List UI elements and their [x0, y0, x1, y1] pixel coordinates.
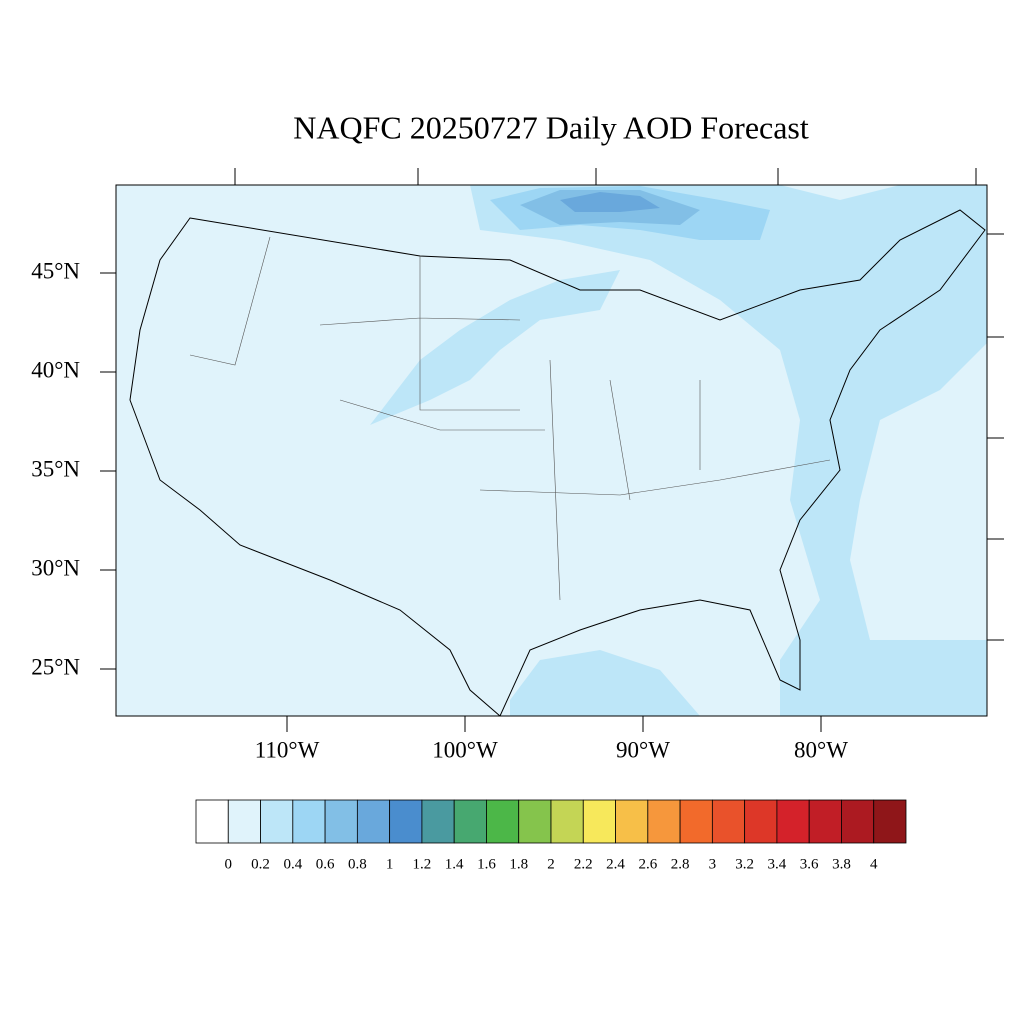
colorbar-box	[711, 799, 746, 844]
colorbar-box	[324, 799, 358, 844]
lon-label: 100°W	[432, 737, 498, 762]
frame-ticks	[234, 168, 1004, 641]
colorbar-label: 3.6	[800, 856, 819, 872]
colorbar-box	[582, 799, 616, 844]
aod-contour	[560, 192, 660, 212]
colorbar-box	[227, 799, 261, 844]
state-borders	[189, 236, 831, 601]
colorbar-box	[776, 799, 810, 844]
colorbar-label: 2.6	[638, 856, 657, 872]
colorbar-label: 3.8	[832, 856, 851, 872]
colorbar-box	[453, 799, 487, 844]
colorbar-label: 1.8	[509, 856, 528, 872]
colorbar-box	[195, 799, 229, 844]
colorbar-label: 1.2	[413, 856, 432, 872]
colorbar-box	[873, 799, 907, 844]
colorbar-box	[421, 799, 455, 844]
lon-label: 110°W	[255, 737, 320, 762]
colorbar-label: 1	[386, 856, 394, 872]
colorbar-label: 1.4	[445, 856, 464, 872]
colorbar-label: 1.6	[477, 856, 496, 872]
colorbar-label: 3	[709, 856, 717, 872]
colorbar-box	[292, 799, 326, 844]
colorbar-box	[808, 799, 842, 844]
aod-contour	[470, 185, 987, 716]
colorbar-box	[744, 799, 778, 844]
lat-label: 40°N	[31, 357, 80, 382]
colorbar-box	[389, 799, 423, 844]
colorbar-label: 0.8	[348, 856, 367, 872]
colorbar-label: 0.6	[316, 856, 335, 872]
colorbar-box	[356, 799, 391, 844]
colorbar-box	[647, 799, 681, 844]
coastline	[129, 209, 986, 716]
lon-label: 90°W	[616, 737, 670, 762]
colorbar-box	[260, 799, 294, 844]
colorbar-label: 2.4	[606, 856, 625, 872]
aod-contour	[510, 650, 700, 716]
lon-label: 80°W	[794, 737, 848, 762]
colorbar-label: 3.4	[768, 856, 787, 872]
lat-label: 35°N	[31, 456, 80, 481]
colorbar-label: 0.4	[283, 856, 302, 872]
colorbar-box	[679, 799, 713, 844]
colorbar-label: 4	[870, 856, 878, 872]
colorbar-label: 3.2	[735, 856, 754, 872]
colorbar-box	[518, 799, 552, 844]
map-title: NAQFC 20250727 Daily AOD Forecast	[293, 109, 809, 145]
colorbar-box	[486, 799, 520, 844]
colorbar-label: 2	[547, 856, 555, 872]
lat-label: 25°N	[31, 654, 80, 679]
lat-label: 30°N	[31, 555, 80, 580]
colorbar-label: 0.2	[251, 856, 270, 872]
colorbar-label: 0	[225, 856, 233, 872]
map-panel	[115, 168, 1004, 717]
colorbar-box	[615, 799, 649, 844]
colorbar-box	[841, 799, 875, 844]
lat-label: 45°N	[31, 258, 80, 283]
colorbar-box	[550, 799, 584, 844]
aod-contour	[370, 270, 620, 425]
colorbar-label: 2.2	[574, 856, 593, 872]
map-frame	[115, 184, 988, 717]
colorbar-label: 2.8	[671, 856, 690, 872]
